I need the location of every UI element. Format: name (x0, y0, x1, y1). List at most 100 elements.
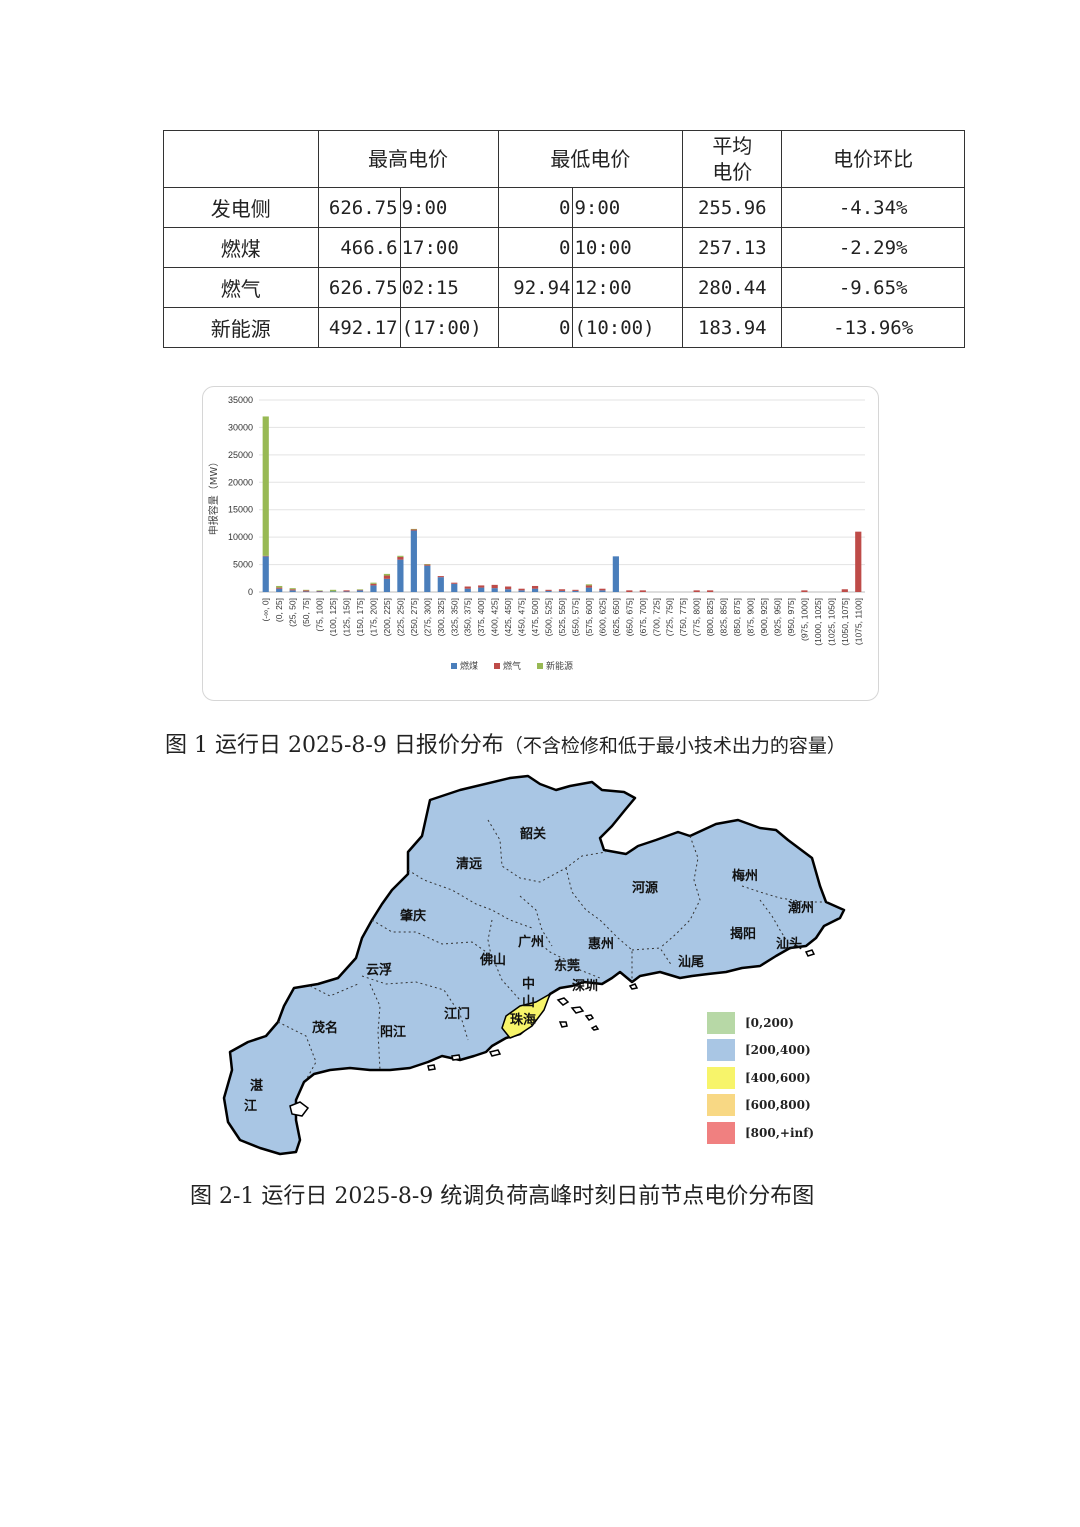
min-price: 0 (497, 227, 574, 268)
bar-segment (491, 588, 498, 592)
min-price: 92.94 (497, 267, 574, 308)
legend-label: 燃煤 (460, 660, 478, 672)
map-label-jiangmen: 江门 (444, 1006, 470, 1022)
x-tick-label: (-∞, 0] (261, 598, 271, 622)
y-tick-label: 30000 (228, 422, 253, 432)
x-tick-label: (25, 50] (288, 598, 298, 627)
map-legend-item: [800,+inf) (707, 1121, 814, 1145)
min-time: 9:00 (572, 187, 684, 228)
bar-segment (599, 590, 606, 592)
x-tick-label: (675, 700] (638, 598, 648, 636)
x-tick-label: (725, 750] (665, 598, 675, 636)
bar-segment (464, 588, 471, 592)
map-label-guangzhou: 广州 (518, 934, 544, 950)
y-tick-label: 15000 (228, 505, 253, 515)
y-tick-label: 10000 (228, 532, 253, 542)
header-avg-line1: 平均 (712, 134, 753, 158)
avg-price: 255.96 (682, 187, 783, 228)
max-price: 626.75 (317, 187, 401, 228)
bar-segment (707, 590, 714, 592)
map-legend-item: [400,600) (707, 1066, 811, 1090)
bar-segment (531, 585, 539, 589)
map-label-huizhou: 惠州 (588, 936, 614, 952)
x-tick-label: (150, 175] (355, 598, 365, 636)
bar-segment (276, 587, 283, 589)
bar-segment (410, 529, 417, 531)
table-row: 燃气 626.75 02:15 92.94 12:00 280.44 -9.65… (163, 267, 965, 308)
x-tick-label: (975, 1000] (799, 598, 809, 641)
map-label-zhaoqing: 肇庆 (399, 908, 426, 924)
x-tick-label: (825, 850] (719, 598, 729, 636)
bar-segment (491, 584, 498, 589)
bar-segment (370, 583, 377, 586)
legend-label: [0,200) (745, 1016, 794, 1030)
bar-segment (451, 582, 458, 584)
x-tick-label: (1075, 1100] (853, 598, 863, 645)
row-name: 燃煤 (163, 227, 319, 268)
x-tick-label: (1050, 1075] (840, 598, 850, 646)
bar-segment (841, 589, 848, 592)
row-name: 燃气 (163, 267, 319, 308)
bar-segment (801, 590, 808, 592)
bar-segment (289, 589, 296, 591)
x-tick-label: (550, 575] (570, 598, 580, 636)
y-tick-label: 5000 (233, 560, 253, 570)
x-tick-label: (950, 975] (786, 598, 796, 636)
map-svg: 韶关 清远 河源 梅州 潮州 肇庆 广州 惠州 揭阳 汕头 佛山 东莞 云浮 汕… (222, 774, 846, 1156)
map-label-shantou: 汕头 (776, 936, 802, 952)
max-time: 02:15 (399, 267, 499, 308)
bar-segment (289, 590, 296, 592)
header-empty (163, 130, 319, 188)
x-tick-label: (525, 550] (557, 598, 567, 636)
bar-segment (383, 578, 391, 592)
bar-segment (356, 589, 364, 590)
map-city-borders (277, 819, 824, 1081)
x-tick-label: (575, 600] (584, 598, 594, 636)
bar-segment (478, 587, 485, 592)
x-tick-label: (350, 375] (463, 598, 473, 636)
x-tick-label: (750, 775] (678, 598, 688, 636)
bar-segment (855, 531, 862, 592)
x-tick-label: (225, 250] (395, 598, 405, 636)
bar-segment (303, 590, 310, 592)
chart-svg: 0 5000 10000 15000 20000 25000 30000 35000 申报容量（… (207, 395, 865, 672)
x-tick-label: (200, 225] (382, 598, 392, 636)
bar-segment (572, 590, 579, 592)
x-tick-label: (175, 200] (368, 598, 378, 636)
map-label-jieyang: 揭阳 (730, 926, 756, 942)
bar-segment (262, 556, 269, 592)
bar-segment (572, 589, 579, 591)
header-ratio: 电价环比 (781, 130, 965, 188)
bar-segment (451, 583, 458, 592)
bar-segment (370, 585, 377, 592)
map-label-zhanjiang-2: 江 (244, 1098, 257, 1114)
bid-distribution-chart: 0 5000 10000 15000 20000 25000 30000 35000 申报容量（… (202, 386, 879, 701)
legend-swatch (707, 1039, 735, 1061)
avg-price: 280.44 (682, 267, 783, 308)
price-summary-table: 最高电价 最低电价 平均 电价 电价环比 发电侧 626.75 9:00 0 9:… (163, 130, 965, 348)
y-axis-label: 申报容量（MW） (207, 457, 220, 536)
min-time: 10:00 (572, 227, 684, 268)
x-tick-label: (775, 800] (692, 598, 702, 636)
x-tick-label: (75, 100] (315, 598, 325, 632)
x-tick-label: (700, 725] (651, 598, 661, 636)
map-label-yunfu: 云浮 (366, 962, 392, 978)
legend-swatch (707, 1067, 735, 1089)
min-time: 12:00 (572, 267, 684, 308)
bar-segment (370, 582, 377, 584)
legend-swatch (537, 663, 543, 669)
x-tick-label: (625, 650] (611, 598, 621, 636)
map-label-zhanjiang-1: 湛 (250, 1078, 263, 1094)
figure-1-note: （不含检修和低于最小技术出力的容量） (503, 735, 846, 757)
map-legend-item: [200,400) (707, 1038, 811, 1062)
header-avg-line2: 电价 (712, 160, 753, 184)
map-label-foshan: 佛山 (479, 952, 506, 968)
x-tick-label: (800, 825] (705, 598, 715, 636)
bar-segment (639, 590, 646, 592)
bar-segment (558, 589, 566, 591)
x-tick-label: (925, 950] (772, 598, 782, 636)
bar-segment (437, 577, 444, 592)
y-tick-label: 35000 (228, 395, 253, 405)
price-ratio: -4.34% (781, 187, 965, 228)
row-name: 发电侧 (163, 187, 319, 228)
